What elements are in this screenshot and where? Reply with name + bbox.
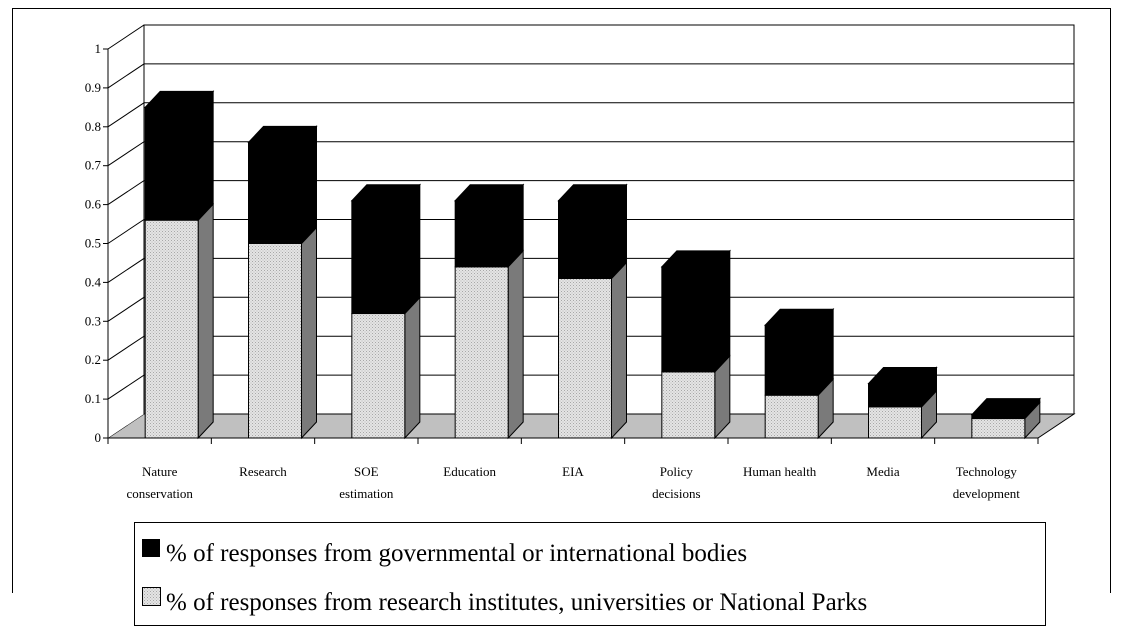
bar-top xyxy=(454,184,525,202)
bars xyxy=(144,90,1041,440)
bar-side xyxy=(301,226,317,440)
legend-swatch-governmental xyxy=(142,539,160,557)
bar-top xyxy=(557,184,628,202)
bar-top xyxy=(144,90,215,108)
x-category-label: Human health xyxy=(743,464,817,479)
x-category-label: Media xyxy=(866,464,899,479)
chart-frame xyxy=(12,8,1111,593)
x-axis: Nature conservation Research SOE estimation E… xyxy=(107,437,1039,501)
bar-side xyxy=(197,90,214,222)
bar-segment xyxy=(868,406,922,439)
x-category-label: Technology xyxy=(956,464,1018,479)
bar-top xyxy=(970,398,1041,416)
bar-top xyxy=(247,125,318,143)
bar-stack xyxy=(454,183,525,440)
bar-segment xyxy=(454,200,509,268)
bar-segment xyxy=(144,219,199,439)
bar-segment xyxy=(248,141,302,244)
bar-segment xyxy=(248,243,302,439)
bar-stack xyxy=(557,183,628,440)
bar-stack xyxy=(350,183,421,440)
bar-segment xyxy=(661,266,716,373)
bar-stack xyxy=(970,397,1041,440)
bar-top xyxy=(660,250,731,268)
bar-segment xyxy=(351,200,406,315)
y-tick-label: 0.9 xyxy=(85,80,101,95)
legend-label-research: % of responses from research institutes,… xyxy=(166,589,867,616)
y-tick-label: 0.6 xyxy=(85,197,102,212)
x-category-label: EIA xyxy=(562,464,584,479)
y-tick-label: 0 xyxy=(95,430,102,445)
bar-segment xyxy=(971,414,1026,420)
bar-stack xyxy=(764,307,835,440)
bar-top xyxy=(764,308,835,326)
bar-stack xyxy=(144,90,215,440)
bar-stack xyxy=(247,125,318,440)
bar-segment xyxy=(144,106,199,221)
y-tick-label: 0.5 xyxy=(85,236,101,251)
x-category-label: estimation xyxy=(339,486,394,501)
y-axis: 0 0.1 0.2 0.3 0.4 0.5 0.6 0.7 0.8 0.9 1 xyxy=(85,41,109,445)
bar-side xyxy=(611,261,627,440)
x-category-label: Education xyxy=(443,464,496,479)
legend-label-governmental: % of responses from governmental or inte… xyxy=(166,540,747,567)
legend: % of responses from governmental or inte… xyxy=(134,522,1046,626)
bar-segment xyxy=(661,371,716,439)
y-tick-label: 0.1 xyxy=(85,391,101,406)
bar-segment xyxy=(558,200,612,280)
bar-segment xyxy=(868,383,922,408)
x-category-label: development xyxy=(953,486,1021,501)
bar-segment xyxy=(764,324,819,396)
y-tick-label: 0.7 xyxy=(85,158,102,173)
x-category-label: Policy xyxy=(660,464,694,479)
y-tick-label: 1 xyxy=(95,41,102,56)
y-tick-label: 0.4 xyxy=(85,274,102,289)
bar-segment xyxy=(351,313,406,439)
bar-segment xyxy=(764,394,819,439)
bar-top xyxy=(350,184,421,202)
legend-box xyxy=(134,522,1046,626)
x-category-label: Nature xyxy=(142,464,178,479)
x-category-label: decisions xyxy=(652,486,700,501)
x-category-label: SOE xyxy=(354,464,379,479)
bar-side xyxy=(301,125,317,245)
bar-top xyxy=(867,367,938,385)
legend-swatch-research xyxy=(142,587,161,606)
y-tick-label: 0.8 xyxy=(85,119,101,134)
y-tick-label: 0.3 xyxy=(85,313,101,328)
bar-side xyxy=(507,249,524,440)
y-tick-label: 0.2 xyxy=(85,352,101,367)
bar-side xyxy=(714,249,731,374)
bar-side xyxy=(404,183,421,315)
bar-side xyxy=(197,202,214,440)
bar-segment xyxy=(558,278,612,439)
bar-stack xyxy=(867,366,938,440)
bar-stack xyxy=(660,249,731,440)
x-category-label: Research xyxy=(239,464,287,479)
bar-side xyxy=(404,296,421,440)
bar-segment xyxy=(971,418,1026,439)
bar-segment xyxy=(454,266,509,439)
x-category-label: conservation xyxy=(126,486,193,501)
